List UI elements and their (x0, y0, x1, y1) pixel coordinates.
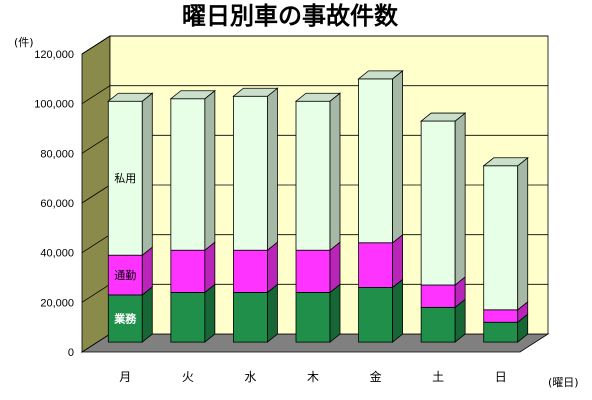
bar-top (294, 92, 342, 102)
bar-segment-side (392, 278, 403, 343)
bar-segment-front (107, 254, 143, 296)
bar-top (482, 157, 529, 167)
bar-top (169, 90, 216, 100)
bar-segment-front (233, 95, 268, 251)
bar-segment-front (170, 292, 206, 343)
y-axis-unit-label: (件) (14, 36, 34, 49)
bar-segment-front (483, 165, 519, 311)
bar-segment-side (329, 241, 341, 294)
chart-body: 0 20,000 40,000 60,000 80,000 100,000 120,000 業… (34, 35, 550, 384)
bar-segment-side (141, 92, 153, 257)
bar-segment-side (454, 112, 466, 286)
bar-segment-front (358, 287, 393, 343)
bar-segment-side (392, 233, 403, 289)
bar-segment-side (267, 87, 278, 252)
bar-segment-front (295, 249, 331, 293)
series-label: 通勤 (114, 269, 136, 282)
bar-segment-side (267, 283, 278, 343)
x-axis-unit-label: (曜日) (548, 376, 579, 389)
y-tick-label: 40,000 (40, 248, 74, 260)
bar-segment-side (204, 283, 216, 343)
gridline-side (81, 184, 111, 204)
x-tick-label: 土 (432, 370, 444, 384)
y-tick-label: 20,000 (40, 297, 74, 309)
bar-segment-side (267, 241, 278, 294)
series-label: 私用 (114, 172, 136, 185)
bar-segment-front (483, 321, 519, 343)
bar-segment-front (483, 309, 519, 323)
y-tick-label: 120,000 (34, 49, 74, 61)
bar-segment-front (107, 294, 143, 343)
x-tick-label: 金 (370, 369, 382, 384)
bar-segment-front (420, 306, 456, 343)
bar-top (420, 112, 467, 122)
bar-segment-side (204, 241, 216, 294)
bar-segment-front (233, 249, 268, 293)
bar-top (357, 70, 404, 80)
gridline-side (81, 234, 111, 254)
bar-segment-front (170, 249, 206, 293)
bar-segment-front (358, 78, 393, 244)
bar-segment-side (329, 92, 341, 252)
bar-segment-side (392, 70, 403, 244)
bar-top (107, 92, 154, 102)
y-tick-label: 60,000 (40, 198, 74, 210)
y-tick-label: 100,000 (34, 99, 74, 111)
bar-segment-front (358, 242, 393, 288)
y-tick-label: 0 (68, 347, 74, 359)
gridline-side (81, 85, 111, 105)
bar-segment-front (420, 120, 456, 286)
chart-title: 曜日別車の事故件数 (182, 2, 399, 30)
bar-segment-side (329, 283, 341, 343)
bar-segment-front (233, 292, 268, 343)
bar-top (232, 87, 279, 97)
gridline-side (81, 134, 111, 154)
gridline-side (81, 35, 111, 55)
y-tick-label: 80,000 (40, 148, 74, 160)
x-tick-label: 月 (119, 370, 131, 384)
x-tick-label: 火 (182, 370, 194, 384)
gridline-side (81, 283, 111, 303)
x-tick-label: 日 (495, 370, 507, 384)
series-label: 業務 (113, 312, 137, 326)
bar-segment-front (420, 284, 456, 308)
bar-segment-side (141, 286, 153, 343)
x-tick-label: 木 (307, 370, 319, 384)
bar-segment-side (204, 89, 216, 252)
bar-segment-side (517, 156, 529, 311)
bar-segment-front (295, 100, 331, 251)
bar-segment-front (170, 98, 206, 251)
bar-segment-front (295, 292, 331, 343)
x-tick-label: 水 (244, 370, 256, 384)
